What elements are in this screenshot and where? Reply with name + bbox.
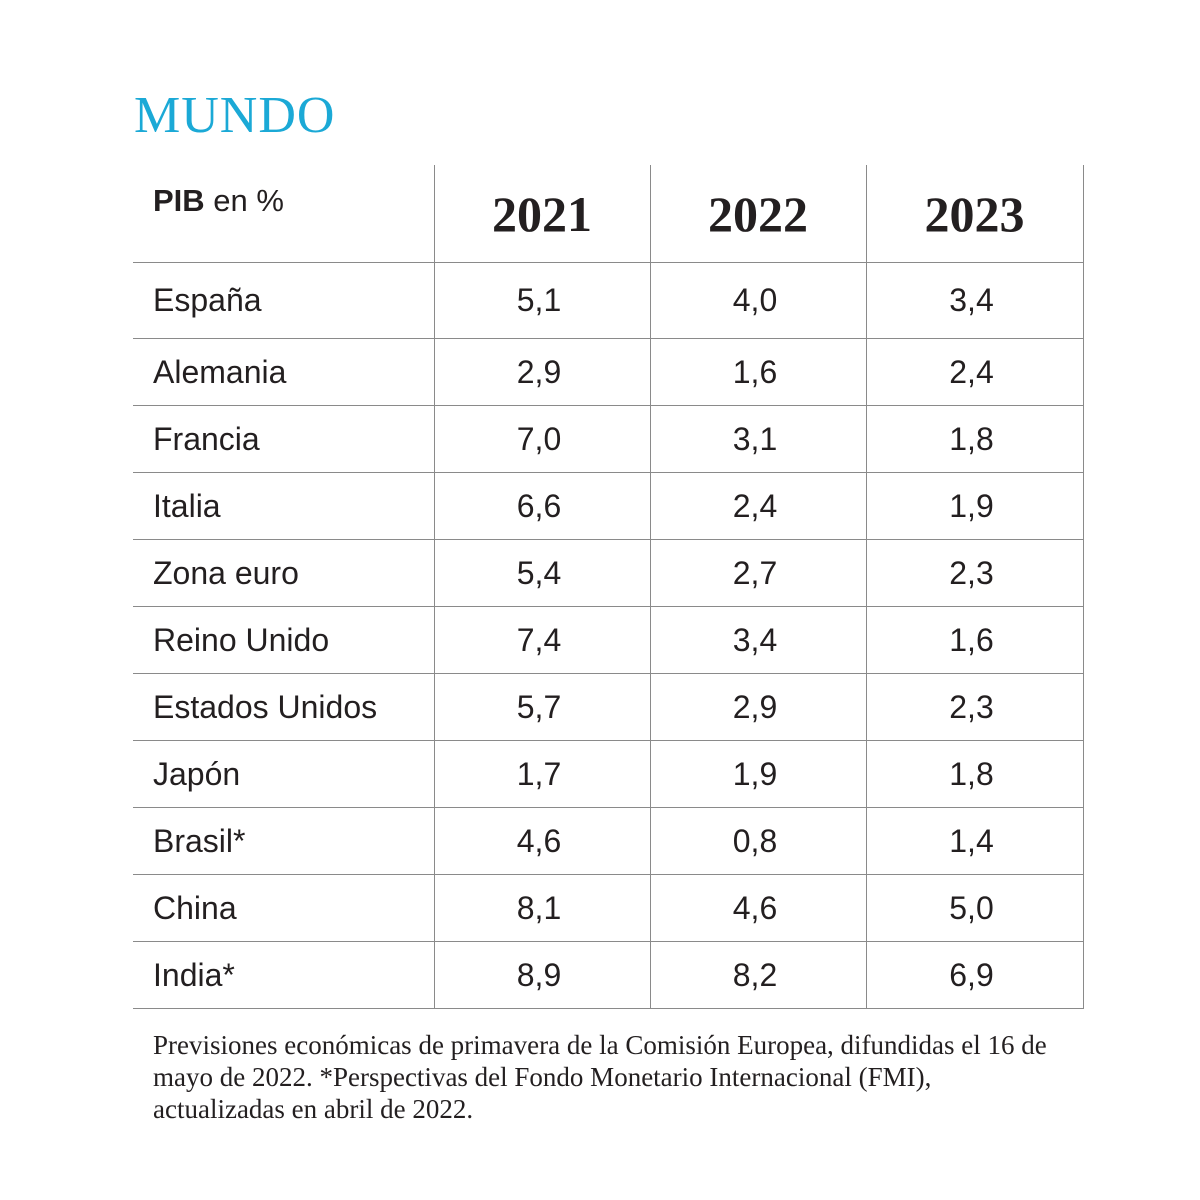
table-row: Zona euro 5,4 2,7 2,3 — [133, 539, 1084, 607]
gdp-value-cell: 3,1 — [649, 405, 867, 473]
metric-label-unit: en % — [204, 183, 284, 218]
column-header-year: 2023 — [865, 165, 1084, 263]
gdp-value-cell: 7,4 — [433, 606, 651, 674]
country-cell: Italia — [133, 472, 435, 540]
gdp-value-cell: 5,1 — [433, 262, 651, 339]
gdp-value-cell: 8,2 — [649, 941, 867, 1009]
gdp-value-cell: 1,4 — [865, 807, 1084, 875]
gdp-value-cell: 5,4 — [433, 539, 651, 607]
gdp-value-cell: 4,0 — [649, 262, 867, 339]
column-header-metric: PIB en % — [133, 165, 435, 263]
column-header-year: 2021 — [433, 165, 651, 263]
gdp-value-cell: 8,9 — [433, 941, 651, 1009]
table-row: Brasil* 4,6 0,8 1,4 — [133, 807, 1084, 875]
country-cell: Francia — [133, 405, 435, 473]
country-cell: Zona euro — [133, 539, 435, 607]
gdp-value-cell: 6,9 — [865, 941, 1084, 1009]
gdp-value-cell: 1,8 — [865, 405, 1084, 473]
country-cell: Reino Unido — [133, 606, 435, 674]
gdp-value-cell: 4,6 — [649, 874, 867, 942]
gdp-value-cell: 1,7 — [433, 740, 651, 808]
gdp-value-cell: 5,0 — [865, 874, 1084, 942]
gdp-value-cell: 5,7 — [433, 673, 651, 741]
gdp-value-cell: 2,3 — [865, 673, 1084, 741]
gdp-value-cell: 2,4 — [865, 338, 1084, 406]
table-row: Alemania 2,9 1,6 2,4 — [133, 338, 1084, 406]
table-row: Italia 6,6 2,4 1,9 — [133, 472, 1084, 540]
gdp-value-cell: 1,8 — [865, 740, 1084, 808]
gdp-value-cell: 7,0 — [433, 405, 651, 473]
gdp-forecast-table: PIB en % 2021 2022 2023 España 5,1 4,0 3,4 A… — [133, 165, 1084, 1009]
gdp-value-cell: 1,9 — [649, 740, 867, 808]
table-row: Francia 7,0 3,1 1,8 — [133, 405, 1084, 473]
gdp-value-cell: 2,4 — [649, 472, 867, 540]
country-cell: China — [133, 874, 435, 942]
gdp-value-cell: 2,9 — [433, 338, 651, 406]
country-cell: Estados Unidos — [133, 673, 435, 741]
country-cell: Alemania — [133, 338, 435, 406]
column-header-year: 2022 — [649, 165, 867, 263]
metric-label-bold: PIB — [153, 183, 205, 218]
country-cell: India* — [133, 941, 435, 1009]
table-header-row: PIB en % 2021 2022 2023 — [133, 165, 1084, 263]
page-title: MUNDO — [134, 87, 336, 144]
country-cell: Brasil* — [133, 807, 435, 875]
table-row: Japón 1,7 1,9 1,8 — [133, 740, 1084, 808]
gdp-value-cell: 2,7 — [649, 539, 867, 607]
country-cell: Japón — [133, 740, 435, 808]
gdp-value-cell: 2,9 — [649, 673, 867, 741]
gdp-value-cell: 6,6 — [433, 472, 651, 540]
gdp-value-cell: 4,6 — [433, 807, 651, 875]
country-cell: España — [133, 262, 435, 339]
gdp-value-cell: 1,6 — [649, 338, 867, 406]
gdp-value-cell: 2,3 — [865, 539, 1084, 607]
table-row: Estados Unidos 5,7 2,9 2,3 — [133, 673, 1084, 741]
gdp-value-cell: 3,4 — [865, 262, 1084, 339]
gdp-value-cell: 3,4 — [649, 606, 867, 674]
table-row: Reino Unido 7,4 3,4 1,6 — [133, 606, 1084, 674]
gdp-value-cell: 1,9 — [865, 472, 1084, 540]
table-row: España 5,1 4,0 3,4 — [133, 262, 1084, 339]
table-body: España 5,1 4,0 3,4 Alemania 2,9 1,6 2,4 Francia 7… — [133, 262, 1084, 1009]
table-row: India* 8,9 8,2 6,9 — [133, 941, 1084, 1009]
footnote: Previsiones económicas de primavera de l… — [153, 1030, 1047, 1124]
table-row: China 8,1 4,6 5,0 — [133, 874, 1084, 942]
gdp-value-cell: 0,8 — [649, 807, 867, 875]
gdp-value-cell: 1,6 — [865, 606, 1084, 674]
gdp-value-cell: 8,1 — [433, 874, 651, 942]
